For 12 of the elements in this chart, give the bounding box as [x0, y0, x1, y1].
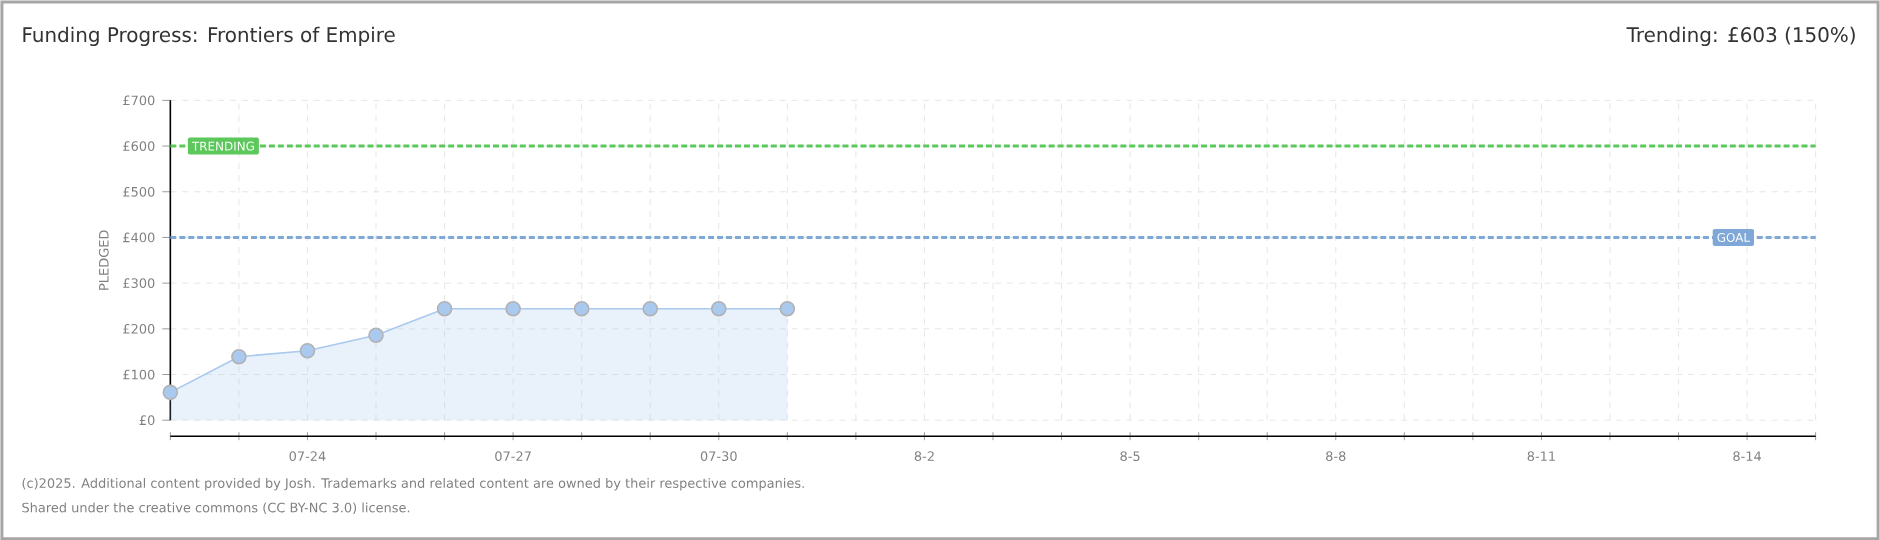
point — [436, 300, 453, 317]
point — [368, 327, 384, 343]
point — [779, 300, 796, 317]
chart-subtitle: Trending: £603 (150%) — [1626, 26, 1855, 46]
point — [231, 348, 247, 365]
chart-title: Funding Progress: Frontiers of Empire — [23, 26, 395, 46]
point — [505, 300, 521, 317]
point — [573, 300, 590, 317]
point — [642, 300, 659, 317]
point — [299, 342, 316, 359]
point — [162, 384, 179, 400]
point — [710, 300, 727, 317]
